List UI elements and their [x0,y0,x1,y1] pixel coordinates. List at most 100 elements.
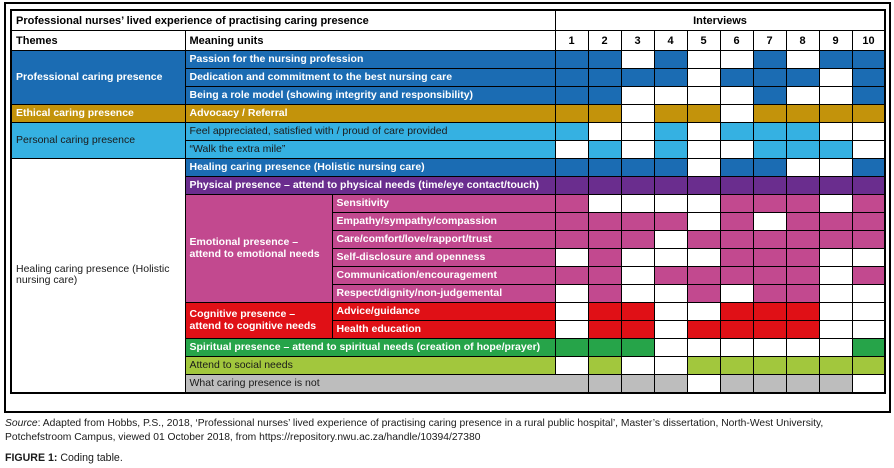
interview-cell-1-filled [554,122,589,141]
interview-cell-2-empty [587,122,622,141]
interview-cell-6-filled [719,320,754,339]
interview-cell-1-filled [554,50,589,69]
table-row: Health education [11,320,886,339]
interview-cell-9-filled [818,104,853,123]
interview-cell-2-filled [587,284,622,303]
interview-cell-2-filled [587,212,622,231]
interview-cell-5-filled [686,230,721,249]
interview-cell-7-filled [752,230,787,249]
table-row: Cognitive presence – attend to cognitive… [11,302,886,339]
mu-feel-appreciated: Feel appreciated, satisfied with / proud… [184,122,556,141]
interview-column-header-9: 9 [818,30,853,51]
interview-cell-1-empty [554,140,589,159]
interview-cell-10-filled [851,194,886,213]
interview-cell-4-empty [653,320,688,339]
interview-cell-3-filled [620,230,655,249]
interview-cell-7-filled [752,86,787,105]
interview-column-header-5: 5 [686,30,721,51]
interview-cell-4-filled [653,68,688,87]
interview-cell-9-empty [818,68,853,87]
interview-cell-10-filled [851,356,886,375]
interview-cell-4-empty [653,230,688,249]
figure-frame: Professional nurses’ lived experience of… [4,2,891,413]
interview-cell-4-empty [653,356,688,375]
interview-cell-9-empty [818,266,853,285]
interview-cell-4-filled [653,50,688,69]
interview-cell-2-filled [587,230,622,249]
interview-cell-9-empty [818,284,853,303]
interview-cell-1-filled [587,374,622,393]
interview-cell-8-filled [785,248,820,267]
interview-cell-7-filled [752,284,787,303]
table-row: What caring presence is not [11,374,886,393]
interview-cell-5-empty [686,86,721,105]
interview-cell-10-empty [851,248,886,267]
interview-cell-2-filled [587,302,622,321]
interview-cell-8-filled [785,356,820,375]
interview-cell-3-empty [620,194,655,213]
interview-cell-10-filled [851,104,886,123]
interview-cell-1-filled [554,176,589,195]
interview-cell-1-empty [554,356,589,375]
interview-cell-2-filled [587,266,622,285]
table-row: Ethical caring presence Advocacy / Referr… [10,104,886,123]
interview-cell-7-filled [752,356,787,375]
interview-cell-2-filled [587,50,622,69]
interview-cell-7-filled [752,302,787,321]
source-text: : Adapted from Hobbs, P.S., 2018, ‘Profe… [5,418,824,443]
interview-cell-5-empty [686,158,721,177]
interview-cell-10-empty [851,122,886,141]
interview-cell-3-filled [620,212,655,231]
interview-cell-6-empty [719,50,754,69]
coding-table: Professional nurses’ lived experience of… [10,9,887,394]
interview-cell-10-filled [851,50,886,69]
table-row: Dedication and commitment to the best nu… [11,68,886,87]
interview-cell-9-filled [818,356,853,375]
interview-cell-10-empty [851,284,886,303]
interview-cell-9-empty [818,338,853,357]
interview-cell-9-filled [818,230,853,249]
figure-caption-label: FIGURE 1: [5,452,58,465]
interview-cell-1-filled [554,230,589,249]
interview-cell-9-filled [818,50,853,69]
interview-cell-2-filled [587,356,622,375]
interview-column-header-2: 2 [587,30,622,51]
interview-cell-7-filled [752,50,787,69]
table-row: Communication/encouragement [11,266,886,285]
table-title: Professional nurses’ lived experience of… [10,9,556,31]
interview-cell-1-filled [554,86,589,105]
mu-dedication: Dedication and commitment to the best nu… [184,68,556,87]
interview-cell-6-filled [719,356,754,375]
mu-passion: Passion for the nursing profession [184,50,556,69]
interview-cell-8-filled [785,194,820,213]
interview-cell-4-empty [653,302,688,321]
interview-cell-1-filled [554,212,589,231]
meaning-units-header: Meaning units [184,30,556,51]
table-row: Care/comfort/love/rapport/trust [11,230,886,249]
theme-personal-caring-presence: Personal caring presence [10,122,186,159]
interview-cell-4-empty [653,284,688,303]
interview-cell-6-filled [719,212,754,231]
interview-cell-10-filled [851,230,886,249]
interview-cell-8-filled [785,284,820,303]
table-row: Being a role model (showing integrity an… [11,86,886,105]
mu-cognitive-presence: Cognitive presence – attend to cognitive… [184,302,333,339]
interview-cell-2-filled [587,140,622,159]
interview-cell-7-filled [752,140,787,159]
interview-cell-5-empty [686,212,721,231]
table-row: Emotional presence – attend to emotional… [11,194,886,303]
interview-cell-4-empty [653,248,688,267]
interview-cell-9-empty [818,86,853,105]
interview-cell-9-filled [818,140,853,159]
interview-cell-7-filled [752,248,787,267]
interview-cell-10-empty [851,320,886,339]
interview-cell-3-empty [620,266,655,285]
interview-cell-4-filled [653,122,688,141]
interview-cell-2-filled [587,68,622,87]
interview-cell-9-empty [851,374,886,393]
interview-cell-10-empty [851,140,886,159]
interview-cell-4-filled [653,266,688,285]
themes-header: Themes [10,30,186,51]
interview-cell-8-filled [785,266,820,285]
interview-cell-3-filled [620,338,655,357]
